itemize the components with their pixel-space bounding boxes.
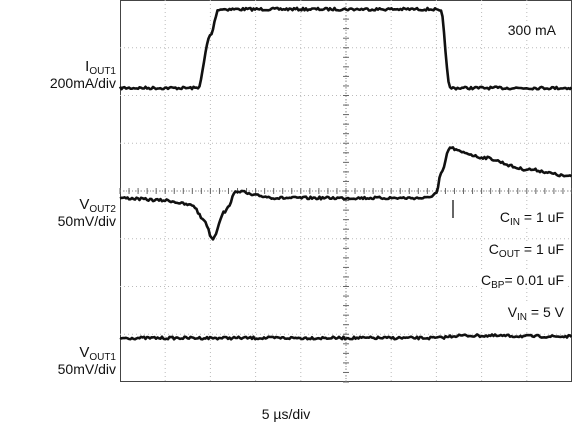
plot-grid (119, 0, 572, 383)
vout1-scale: 50mV/div (57, 361, 116, 377)
iout1-scale: 200mA/div (49, 75, 116, 91)
iout1-label: IOUT1 200mA/div (49, 58, 116, 92)
condition-cbp: CBP= 0.01 uF (478, 272, 566, 291)
vout1-label: VOUT1 50mV/div (57, 344, 116, 378)
condition-cout: COUT = 1 uF (486, 241, 566, 260)
trace-vout2 (119, 146, 572, 241)
iout1-symbol: IOUT1 (85, 58, 116, 77)
trace-vout1 (119, 333, 572, 341)
x-axis-scale-label: 5 µs/div (261, 406, 311, 422)
vout1-symbol: VOUT1 (79, 344, 116, 363)
vout2-symbol: VOUT2 (79, 196, 116, 215)
level-annotation: 300 mA (505, 22, 558, 38)
condition-vin: VIN = 5 V (505, 304, 566, 323)
plot-traces (118, 6, 572, 341)
vout2-label: VOUT2 50mV/div (57, 196, 116, 230)
condition-cin: CIN = 1 uF (497, 209, 566, 228)
trace-iout1 (118, 6, 572, 91)
vout2-scale: 50mV/div (57, 213, 116, 229)
